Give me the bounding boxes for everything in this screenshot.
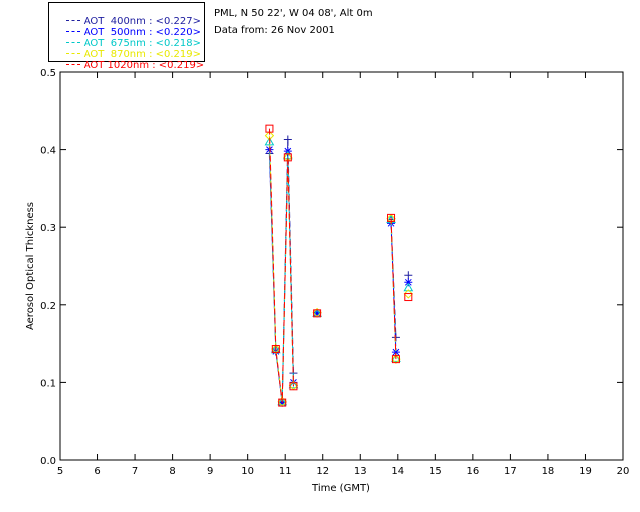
legend-item-870nm: AOT 870nm : <0.219> xyxy=(53,37,201,73)
data-point-star xyxy=(404,278,413,287)
x-tick-label: 6 xyxy=(94,466,100,477)
y-axis-title: Aerosol Optical Thickness xyxy=(25,202,36,330)
y-tick-label: 0.1 xyxy=(40,378,56,389)
legend-swatch xyxy=(65,20,80,22)
data-point-square xyxy=(271,345,280,354)
series-line xyxy=(390,217,397,360)
series-aot-1020nm xyxy=(265,124,413,407)
x-tick-label: 13 xyxy=(354,466,367,477)
data-point-square xyxy=(265,124,274,133)
y-tick-label: 0.2 xyxy=(40,301,56,312)
legend-label: AOT 500nm : <0.220> xyxy=(83,27,201,38)
legend-item-500nm: AOT 500nm : <0.220> xyxy=(53,15,201,51)
x-tick-label: 16 xyxy=(466,466,479,477)
legend-swatch xyxy=(65,42,80,44)
data-point-triangle xyxy=(277,396,288,406)
data-point-square xyxy=(391,355,400,364)
legend-item-1020nm: AOT 1020nm : <0.219> xyxy=(53,48,204,84)
legend-label: AOT 1020nm : <0.219> xyxy=(83,60,205,71)
x-tick-label: 5 xyxy=(57,466,63,477)
data-point-plus xyxy=(283,135,292,144)
y-tick-label: 0.4 xyxy=(40,146,56,157)
data-point-triangle xyxy=(391,353,401,362)
data-point-diamond xyxy=(403,289,414,299)
data-point-star xyxy=(391,348,400,357)
data-point-square xyxy=(404,293,413,302)
series-line xyxy=(268,149,294,403)
y-tick-label: 0.3 xyxy=(40,223,56,234)
legend-swatch xyxy=(65,64,80,66)
data-point-plus xyxy=(391,333,400,342)
data-point-square xyxy=(278,398,287,407)
legend-label: AOT 400nm : <0.227> xyxy=(83,16,201,27)
site-location: PML, N 50 22', W 04 08', Alt 0m xyxy=(214,8,373,19)
axis-ticks: 5 6 7 8 9 10 11 12 13 14 15 16 17 18 19 20 0.0 0.1 0.2 0.3 0… xyxy=(40,68,629,477)
legend-item-675nm: AOT 675nm : <0.218> xyxy=(53,26,201,62)
legend: AOT 400nm : <0.227> AOT 500nm : <0.220> … xyxy=(48,2,205,71)
x-tick-label: 9 xyxy=(207,466,213,477)
plot-frame xyxy=(59,71,624,461)
data-point-plus xyxy=(404,271,413,280)
legend-swatch xyxy=(65,53,80,55)
data-point-triangle xyxy=(288,379,299,389)
x-tick-label: 10 xyxy=(241,466,254,477)
data-date: Data from: 26 Nov 2001 xyxy=(214,25,335,36)
x-tick-label: 19 xyxy=(579,466,592,477)
x-tick-label: 18 xyxy=(542,466,555,477)
y-tick-label: 0.5 xyxy=(40,68,56,79)
x-tick-label: 8 xyxy=(169,466,175,477)
x-tick-label: 14 xyxy=(391,466,404,477)
x-tick-label: 12 xyxy=(316,466,329,477)
data-point-square xyxy=(289,382,298,391)
x-tick-label: 11 xyxy=(279,466,292,477)
data-point-triangle xyxy=(403,282,414,292)
legend-swatch xyxy=(65,31,80,33)
data-point-square xyxy=(313,309,322,318)
x-tick-label: 17 xyxy=(504,466,517,477)
x-axis-title: Time (GMT) xyxy=(311,483,370,494)
x-tick-label: 15 xyxy=(429,466,442,477)
data-point-square xyxy=(387,213,396,222)
data-point-star xyxy=(313,309,322,318)
series-line xyxy=(268,128,294,403)
x-tick-label: 20 xyxy=(617,466,630,477)
legend-item-400nm: AOT 400nm : <0.227> xyxy=(53,4,201,40)
x-tick-label: 7 xyxy=(132,466,138,477)
series-layer xyxy=(264,124,414,407)
legend-label: AOT 675nm : <0.218> xyxy=(83,38,201,49)
legend-label: AOT 870nm : <0.219> xyxy=(83,49,201,60)
data-point-square xyxy=(283,153,292,162)
y-tick-label: 0.0 xyxy=(40,456,56,467)
